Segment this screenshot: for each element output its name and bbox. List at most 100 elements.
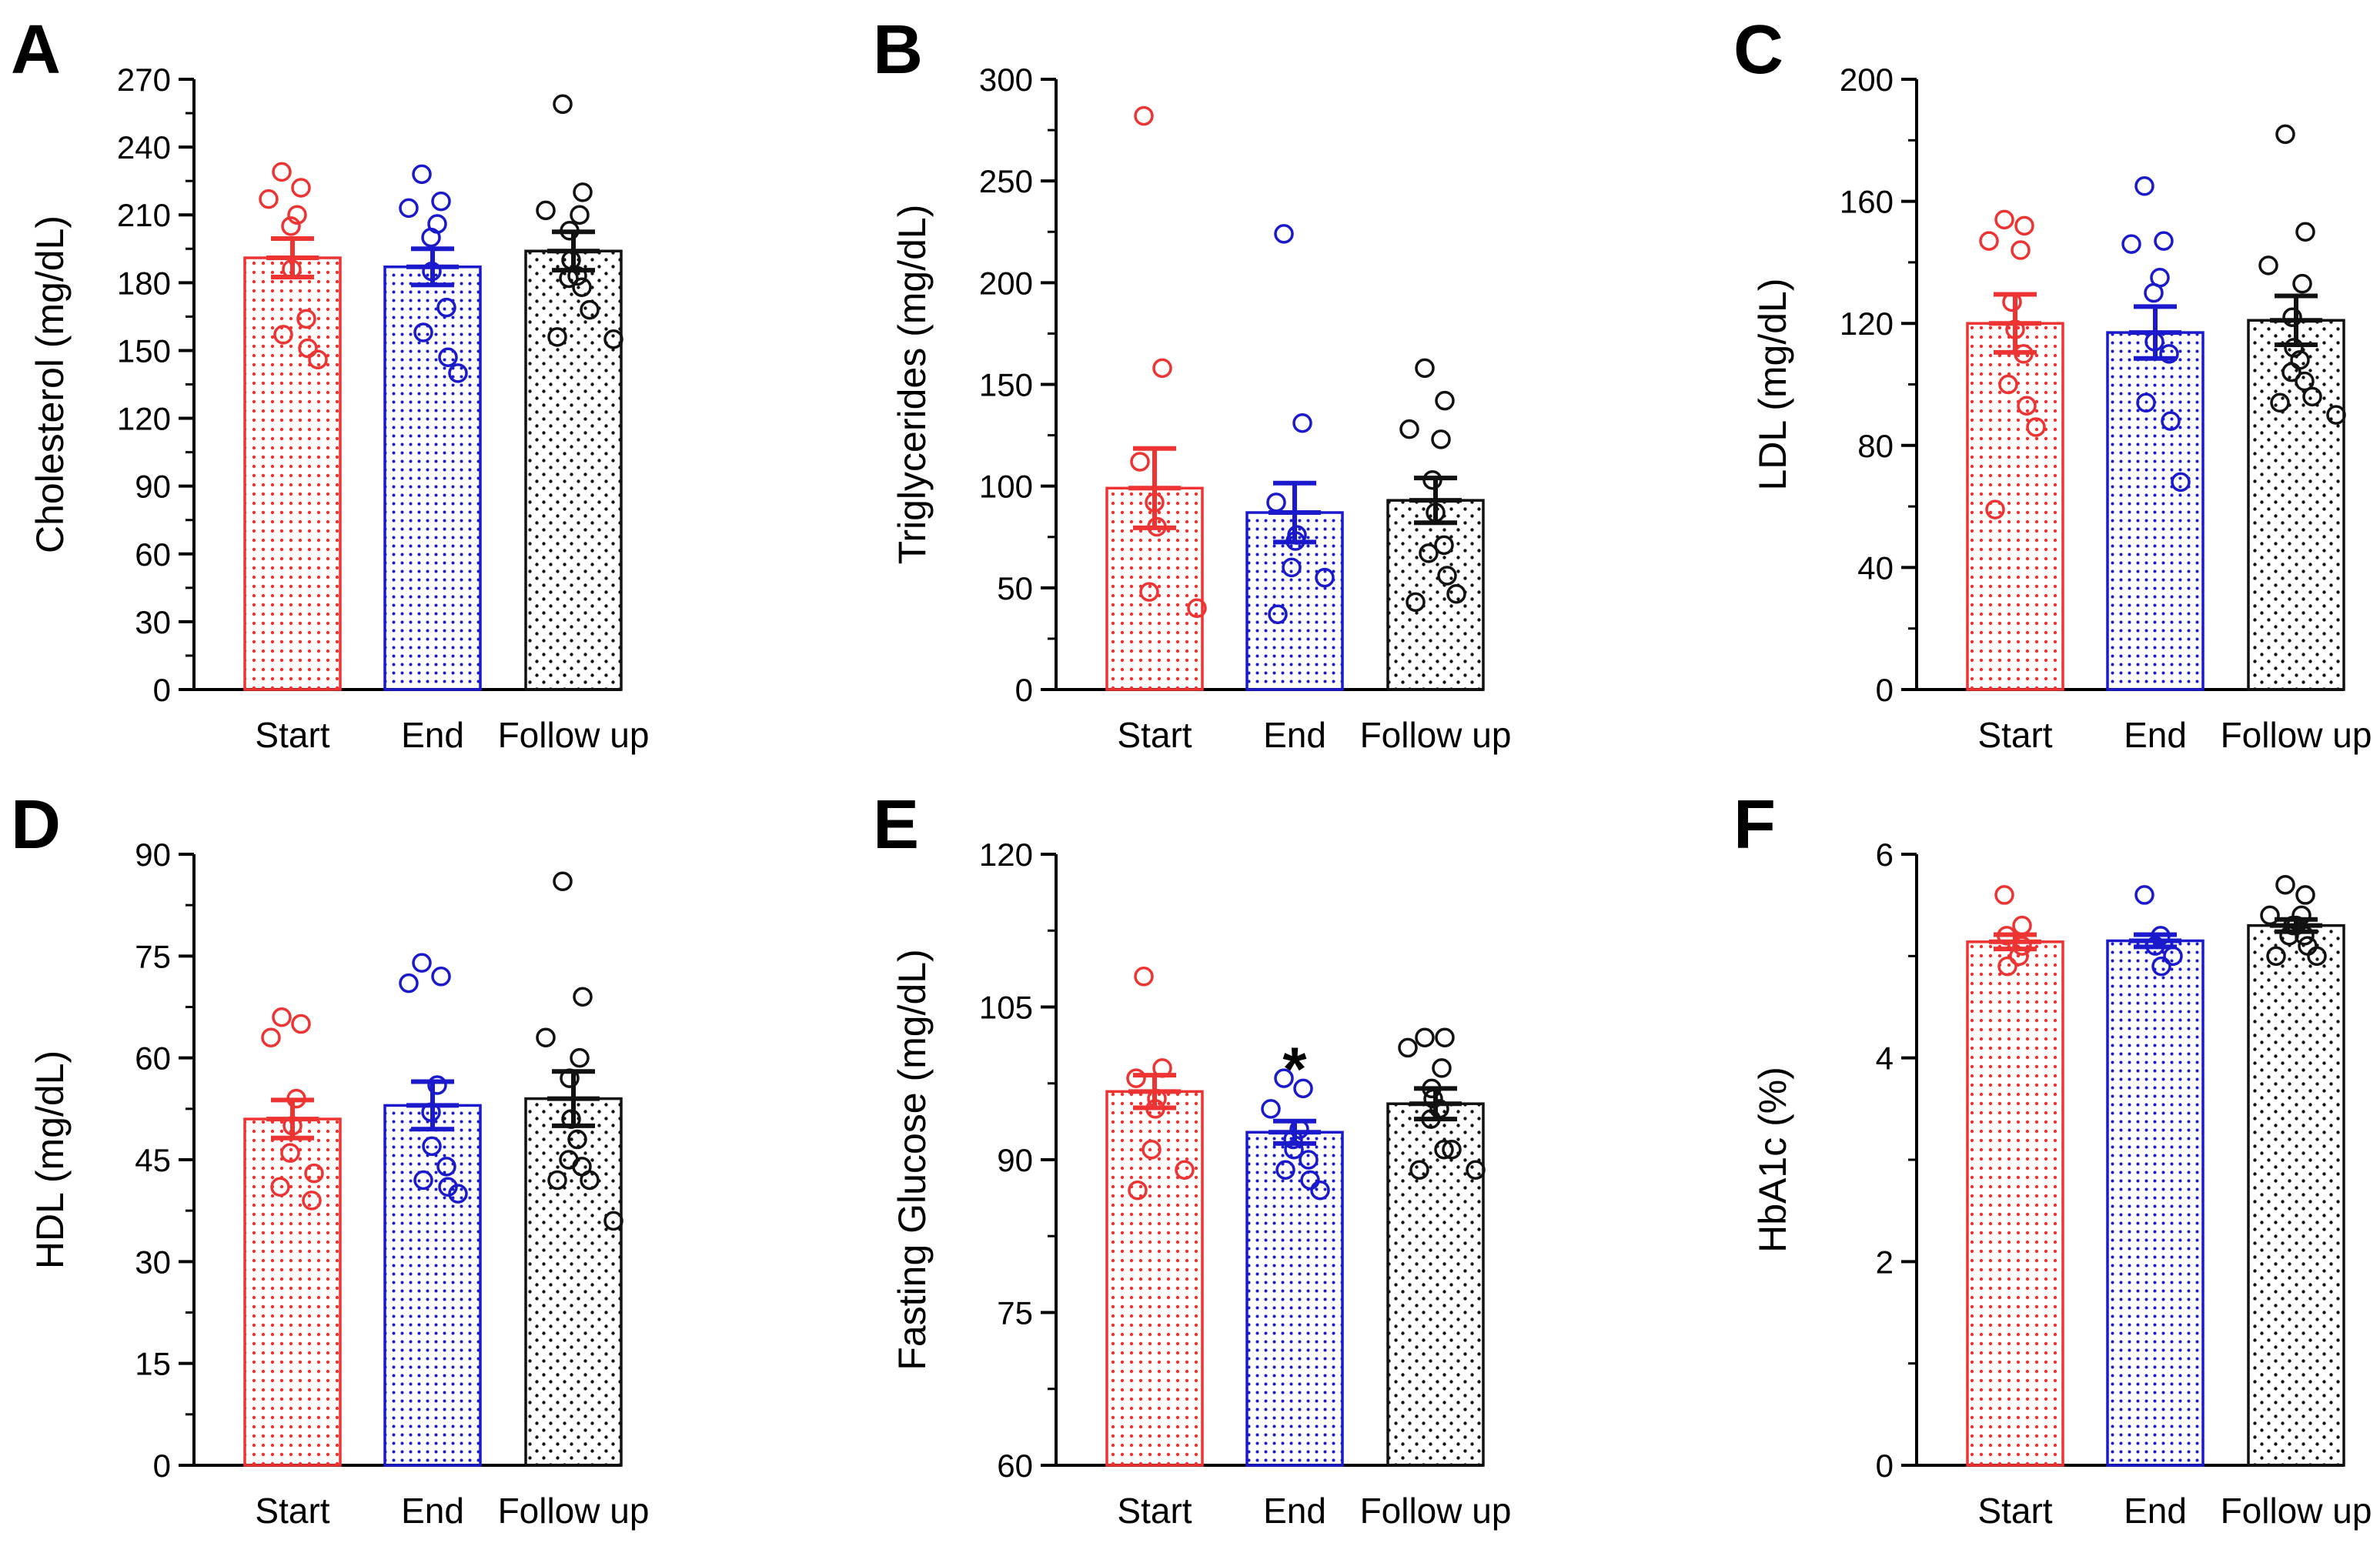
y-axis-label: Triglycerides (mg/dL) (891, 205, 934, 565)
y-tick-label: 100 (979, 469, 1033, 505)
data-point (2266, 946, 2286, 967)
data-point (1187, 598, 1207, 619)
data-point (1134, 105, 1154, 126)
y-tick-label: 120 (117, 401, 171, 437)
panel-letter: C (1733, 12, 1783, 89)
x-tick-label: End (2124, 715, 2187, 755)
data-point (1398, 1037, 1418, 1058)
data-point (1175, 1160, 1195, 1180)
panel-letter: D (11, 787, 61, 863)
x-tick-label: Follow up (1360, 1491, 1512, 1531)
panel-letter: F (1733, 787, 1776, 863)
y-tick-label: 200 (1840, 62, 1894, 98)
data-point (570, 205, 590, 225)
x-tick-label: Follow up (2221, 1491, 2372, 1531)
x-tick-label: Start (1977, 715, 2052, 755)
y-tick-label: 60 (997, 1448, 1033, 1484)
y-tick-label: 150 (979, 367, 1033, 403)
data-point (2281, 362, 2301, 382)
data-point (1299, 1150, 1319, 1170)
chart-panel-b: B Triglycerides (mg/dL) 0 50 100 150 200 250 300… (873, 12, 1511, 755)
x-tick-label: Start (1117, 1491, 1192, 1531)
data-point (413, 1170, 433, 1191)
y-tick-label: 90 (997, 1142, 1033, 1178)
data-point (1435, 390, 1455, 411)
data-point (1994, 209, 2014, 230)
data-point (436, 297, 456, 318)
data-point (421, 227, 441, 248)
bar-start (243, 1117, 342, 1467)
data-point (1142, 1140, 1162, 1160)
significance-marker: * (1282, 1035, 1307, 1104)
y-tick-label: 90 (135, 837, 171, 873)
data-point (2026, 417, 2046, 437)
chart-panel-e: E Fasting Glucose (mg/dL) 60 75 90 105 120 Star… (873, 787, 1511, 1531)
data-point (567, 1129, 587, 1150)
y-tick-label: 120 (1840, 306, 1894, 342)
data-point (1130, 452, 1150, 472)
y-tick-label: 0 (1876, 1448, 1894, 1484)
data-point (567, 266, 587, 286)
y-axis-label: HDL (mg/dL) (28, 1050, 72, 1269)
bar-follow-up (1386, 1102, 1485, 1467)
data-point (580, 1170, 600, 1191)
data-point (1998, 374, 2018, 395)
bar-end (2106, 939, 2205, 1467)
data-point (1434, 1140, 1454, 1160)
data-point (2121, 234, 2141, 254)
data-point (438, 347, 458, 368)
panel-letter: B (873, 12, 923, 89)
y-tick-label: 240 (117, 129, 171, 165)
data-point (2151, 956, 2171, 977)
bar-end (383, 1104, 482, 1467)
data-point (302, 1191, 322, 1211)
x-tick-label: End (401, 715, 464, 755)
panel-letter: A (11, 12, 61, 89)
data-point (553, 94, 573, 115)
y-tick-label: 60 (135, 536, 171, 573)
x-tick-label: Follow up (498, 715, 650, 755)
data-point (1979, 231, 1999, 251)
bar-start (243, 256, 342, 691)
x-tick-label: Start (255, 715, 329, 755)
data-point (1310, 1180, 1330, 1201)
x-tick-label: Follow up (498, 1491, 650, 1531)
y-tick-label: 150 (117, 332, 171, 369)
y-tick-label: 0 (1876, 672, 1894, 708)
y-tick-label: 40 (1857, 549, 1894, 586)
data-point (399, 198, 419, 219)
data-point (259, 189, 279, 209)
data-point (1300, 1170, 1320, 1191)
data-point (1985, 499, 2005, 519)
chart-panel-d: D HDL (mg/dL) 0 15 30 45 60 75 90 Start End Follow … (11, 787, 649, 1531)
bar-follow-up (1386, 499, 1485, 691)
data-point (272, 1007, 292, 1027)
data-point (1415, 358, 1435, 379)
data-point (2295, 371, 2315, 392)
y-tick-label: 0 (153, 1448, 171, 1484)
data-point (304, 1163, 324, 1184)
y-tick-label: 250 (979, 163, 1033, 199)
data-point (2302, 386, 2322, 407)
y-tick-label: 0 (1015, 672, 1033, 708)
data-point (573, 182, 593, 202)
data-point (296, 309, 316, 329)
data-point (2270, 392, 2290, 413)
data-point (570, 1047, 590, 1068)
x-tick-label: Follow up (1360, 715, 1512, 755)
data-point (2171, 472, 2191, 493)
data-point (603, 329, 623, 349)
data-point (1126, 1068, 1146, 1088)
data-point (2159, 344, 2179, 364)
data-point (291, 1014, 311, 1034)
data-point (1268, 604, 1288, 624)
data-point (2144, 282, 2164, 303)
y-tick-label: 0 (153, 672, 171, 708)
data-point (603, 1211, 623, 1231)
data-point (399, 973, 419, 994)
y-tick-label: 30 (135, 604, 171, 640)
bar-follow-up (524, 1097, 623, 1467)
y-tick-label: 120 (979, 837, 1033, 873)
data-point (412, 164, 432, 185)
